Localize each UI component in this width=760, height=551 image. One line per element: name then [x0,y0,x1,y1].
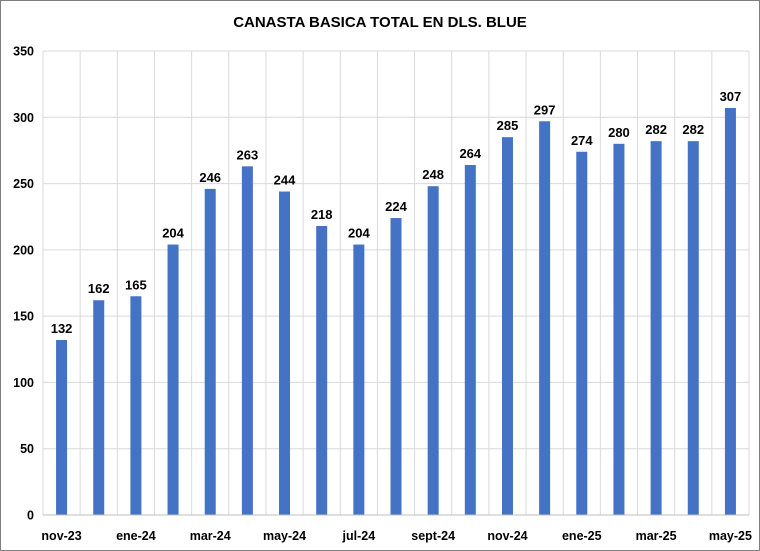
data-label: 280 [608,125,630,140]
x-tick-label: sept-24 [411,529,455,543]
x-tick-label: jul-24 [342,529,376,543]
data-labels: 132 162 165 204 246 263 244 218 204 224 248 264 285 2… [51,89,742,336]
bar-dic-23 [93,300,105,515]
y-tick-label: 300 [13,111,34,125]
data-label: 218 [311,207,333,222]
data-label: 248 [422,167,444,182]
x-tick-label: nov-23 [41,529,81,543]
bar-nov-24 [501,137,513,515]
y-tick-label: 200 [13,243,34,257]
bar-ene-25 [576,151,588,516]
gridlines [42,50,750,515]
data-label: 246 [199,170,221,185]
y-tick-label: 150 [13,310,34,324]
bar-nov-23 [56,340,68,515]
y-tick-label: 100 [13,376,34,390]
data-label: 282 [682,122,704,137]
y-tick-label: 0 [27,509,34,523]
data-label: 204 [348,226,370,241]
x-tick-label: nov-24 [487,529,527,543]
bar-feb-25 [613,143,625,516]
x-tick-label: mar-25 [636,529,677,543]
bar-mar-24 [204,188,216,516]
data-label: 297 [534,102,556,117]
data-label: 165 [125,277,147,292]
bar-feb-24 [167,244,179,515]
x-tick-label: may-25 [709,529,752,543]
bar-oct-24 [464,165,476,516]
bar-jun-24 [316,225,328,515]
bar-abr-24 [241,166,253,515]
bars [56,108,736,516]
x-axis-tick-labels: nov-23 ene-24 mar-24 may-24 jul-24 sept-24 nov… [41,529,752,543]
x-tick-label: ene-25 [562,529,602,543]
bar-abr-25 [687,141,699,516]
data-label: 307 [720,89,742,104]
bar-ago-24 [390,218,402,516]
bar-dic-24 [539,121,551,516]
y-tick-label: 50 [20,442,34,456]
x-tick-label: mar-24 [190,529,231,543]
data-label: 244 [274,173,296,188]
x-tick-label: may-24 [263,529,306,543]
chart-title: CANASTA BASICA TOTAL EN DLS. BLUE [233,14,527,31]
bar-jul-24 [353,244,365,515]
data-label: 285 [497,118,519,133]
y-axis-tick-labels: 0 50 100 150 200 250 300 350 [13,45,34,523]
y-tick-label: 350 [13,45,34,59]
y-tick-label: 250 [13,177,34,191]
bar-mar-25 [650,141,662,516]
data-label: 204 [162,226,184,241]
data-label: 264 [459,146,481,161]
bar-ene-24 [130,296,142,515]
x-tick-label: ene-24 [116,529,156,543]
bar-sept-24 [427,186,439,516]
data-label: 274 [571,133,593,148]
data-label: 132 [51,321,73,336]
bar-may-24 [279,191,291,516]
data-label: 224 [385,199,407,214]
data-label: 282 [645,122,667,137]
bar-may-25 [724,108,736,516]
data-label: 162 [88,281,110,296]
data-label: 263 [237,147,259,162]
